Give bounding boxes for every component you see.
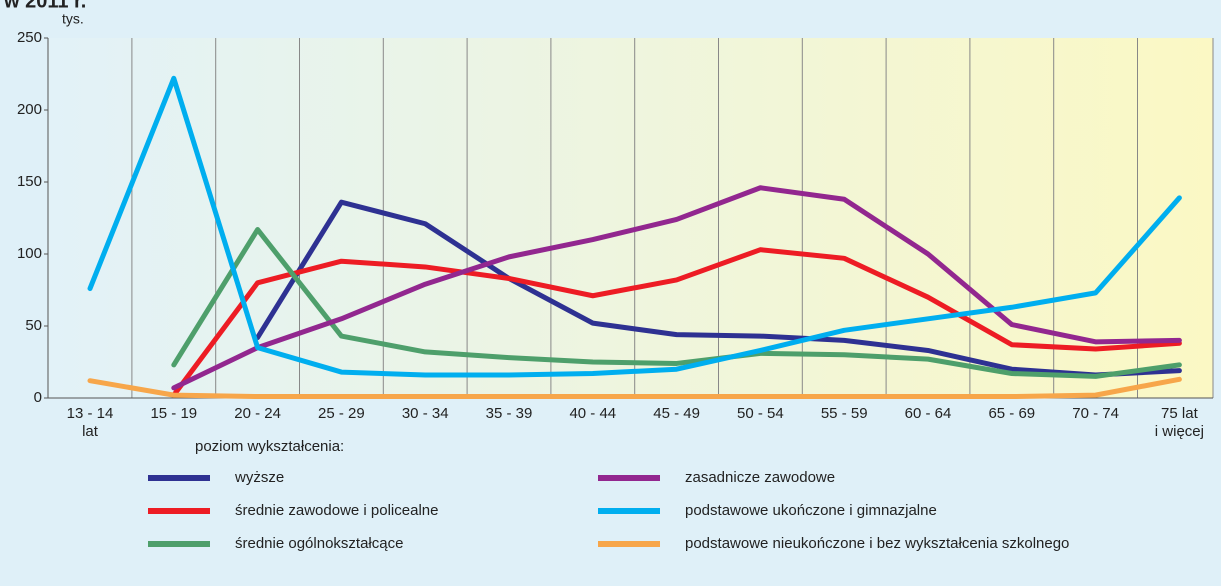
y-tick-label: 0 (34, 389, 42, 406)
x-tick-label: 45 - 49 (653, 405, 700, 422)
y-tick-label: 50 (25, 317, 42, 334)
legend-label: średnie zawodowe i policealne (235, 502, 438, 519)
x-tick-label: 30 - 34 (402, 405, 449, 422)
y-tick-label: 100 (17, 245, 42, 262)
x-tick-label: 60 - 64 (905, 405, 952, 422)
y-tick-label: 250 (17, 29, 42, 46)
x-tick-label: 55 - 59 (821, 405, 868, 422)
legend-title: poziom wykształcenia: (195, 438, 344, 455)
legend-label: podstawowe ukończone i gimnazjalne (685, 502, 937, 519)
x-tick-label: 75 lat i więcej (1155, 405, 1204, 440)
legend-label: zasadnicze zawodowe (685, 469, 835, 486)
series-line (87, 75, 1182, 378)
series-line (171, 227, 1182, 379)
chart-title: w 2011 r. (3, 0, 86, 12)
series-line (255, 199, 1182, 378)
x-tick-label: 70 - 74 (1072, 405, 1119, 422)
series-line (171, 247, 1182, 398)
legend-label: wyższe (234, 469, 284, 486)
x-tick-label: 20 - 24 (234, 405, 281, 422)
legend-label: średnie ogólnokształcące (235, 535, 403, 552)
x-tick-label: 13 - 14 lat (67, 405, 114, 440)
legend-label: podstawowe nieukończone i bez wykształce… (685, 535, 1069, 552)
x-tick-label: 65 - 69 (988, 405, 1035, 422)
x-tick-label: 50 - 54 (737, 405, 784, 422)
x-tick-label: 15 - 19 (150, 405, 197, 422)
x-tick-label: 35 - 39 (486, 405, 533, 422)
x-tick-label: 25 - 29 (318, 405, 365, 422)
y-tick-label: 150 (17, 173, 42, 190)
series-line (171, 185, 1182, 391)
x-tick-label: 40 - 44 (569, 405, 616, 422)
y-axis-label: tys. (62, 11, 84, 27)
series-line (87, 376, 1182, 400)
y-tick-label: 200 (17, 101, 42, 118)
plot-background (48, 38, 1213, 398)
